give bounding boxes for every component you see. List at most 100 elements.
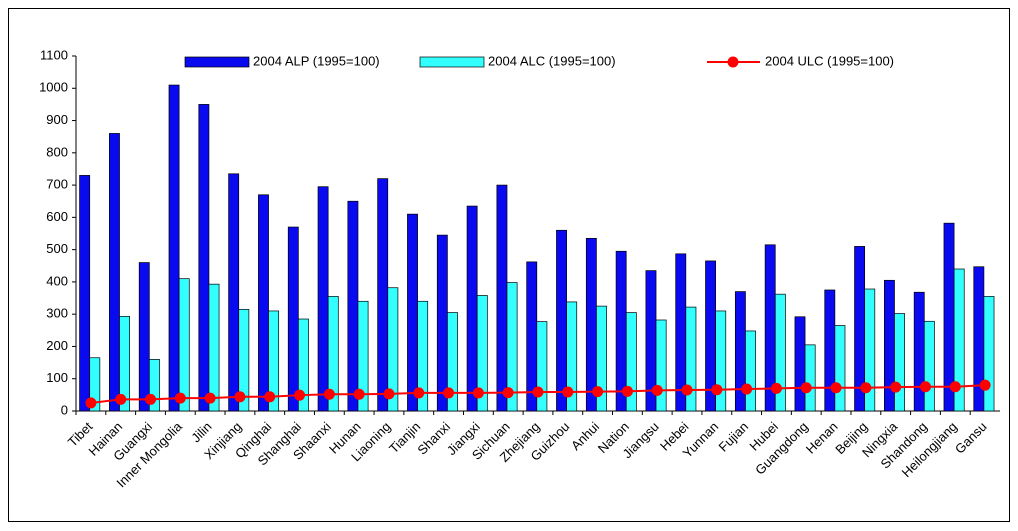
- bar: [238, 308, 250, 412]
- bar: [774, 293, 786, 412]
- bar: [983, 296, 995, 412]
- bar: [119, 316, 131, 412]
- bar: [506, 282, 518, 412]
- line-marker: [830, 382, 842, 394]
- x-tick-label: Gansu: [952, 419, 990, 457]
- bar: [268, 310, 280, 412]
- line-marker: [621, 385, 633, 397]
- line-marker: [294, 389, 306, 401]
- bar: [327, 296, 339, 412]
- bar: [198, 104, 210, 412]
- line-marker: [800, 382, 812, 394]
- line-marker: [264, 391, 276, 403]
- bar: [585, 237, 597, 412]
- bar: [466, 205, 478, 412]
- line-marker: [353, 388, 365, 400]
- y-tick-label: 400: [46, 273, 68, 288]
- bar: [824, 289, 836, 412]
- line-marker: [979, 379, 991, 391]
- bar: [357, 300, 369, 412]
- legend-swatch: [419, 56, 485, 68]
- bar: [228, 173, 240, 412]
- bar: [834, 325, 846, 412]
- line-marker: [383, 388, 395, 400]
- line-marker: [502, 387, 514, 399]
- line-marker: [204, 392, 216, 404]
- bar: [864, 288, 876, 412]
- line-marker: [115, 393, 127, 405]
- bar: [387, 287, 399, 412]
- bar: [715, 310, 727, 412]
- line-marker: [532, 386, 544, 398]
- line-marker: [145, 393, 157, 405]
- x-tick-label: Fujian: [716, 419, 752, 455]
- bar: [447, 312, 458, 412]
- bar: [109, 133, 120, 412]
- line-marker: [85, 397, 97, 409]
- y-tick-label: 0: [61, 402, 68, 417]
- bar: [436, 234, 448, 412]
- bar: [347, 200, 359, 412]
- line-marker: [890, 381, 902, 393]
- legend-label: 2004 ALC (1995=100): [488, 53, 616, 68]
- bar: [596, 305, 607, 412]
- line-marker: [562, 386, 574, 398]
- bar: [178, 278, 190, 412]
- bar: [953, 268, 965, 412]
- bar: [407, 213, 418, 412]
- line-marker: [651, 384, 663, 396]
- bar: [168, 84, 180, 412]
- legend-label: 2004 ALP (1995=100): [253, 53, 380, 68]
- y-tick-label: 1000: [39, 80, 68, 95]
- chart-frame: [8, 8, 1010, 522]
- bar: [566, 301, 578, 412]
- bar: [685, 306, 697, 412]
- bar: [417, 300, 429, 412]
- y-tick-label: 1100: [40, 47, 68, 62]
- line-marker: [770, 382, 782, 394]
- bar: [913, 291, 925, 412]
- line-marker: [681, 384, 693, 396]
- bar: [377, 178, 389, 412]
- bar: [79, 175, 91, 412]
- y-tick-label: 300: [46, 306, 68, 321]
- line-marker: [174, 392, 186, 404]
- line-marker: [443, 387, 455, 399]
- bar: [556, 229, 567, 412]
- line-marker: [323, 388, 335, 400]
- bar: [476, 295, 488, 412]
- legend-swatch: [184, 56, 250, 68]
- y-tick-label: 100: [46, 370, 68, 385]
- y-tick-label: 500: [46, 241, 68, 256]
- line-marker: [234, 391, 246, 403]
- line-marker: [472, 387, 484, 399]
- y-tick-label: 800: [46, 144, 68, 159]
- bar: [89, 357, 101, 412]
- bar: [894, 313, 905, 412]
- bar: [794, 316, 806, 412]
- bar: [655, 319, 667, 412]
- line-marker: [919, 381, 931, 393]
- bar: [496, 184, 508, 412]
- line-marker: [741, 383, 753, 395]
- y-tick-label: 600: [46, 209, 68, 224]
- line-marker: [413, 387, 425, 399]
- bar: [317, 186, 329, 412]
- bar: [625, 312, 637, 412]
- line-marker: [860, 382, 872, 394]
- bar: [745, 330, 756, 412]
- legend-label: 2004 ULC (1995=100): [765, 53, 894, 68]
- x-tick-label: Henan: [803, 419, 841, 457]
- legend-marker: [727, 56, 739, 68]
- line-marker: [949, 381, 961, 393]
- y-tick-label: 200: [46, 338, 68, 353]
- bar: [923, 320, 935, 412]
- line-marker: [592, 386, 604, 398]
- bar: [138, 262, 150, 412]
- bar: [148, 359, 160, 412]
- y-tick-label: 700: [46, 177, 68, 192]
- bar: [536, 321, 548, 412]
- bar: [287, 226, 299, 412]
- bar: [208, 283, 220, 412]
